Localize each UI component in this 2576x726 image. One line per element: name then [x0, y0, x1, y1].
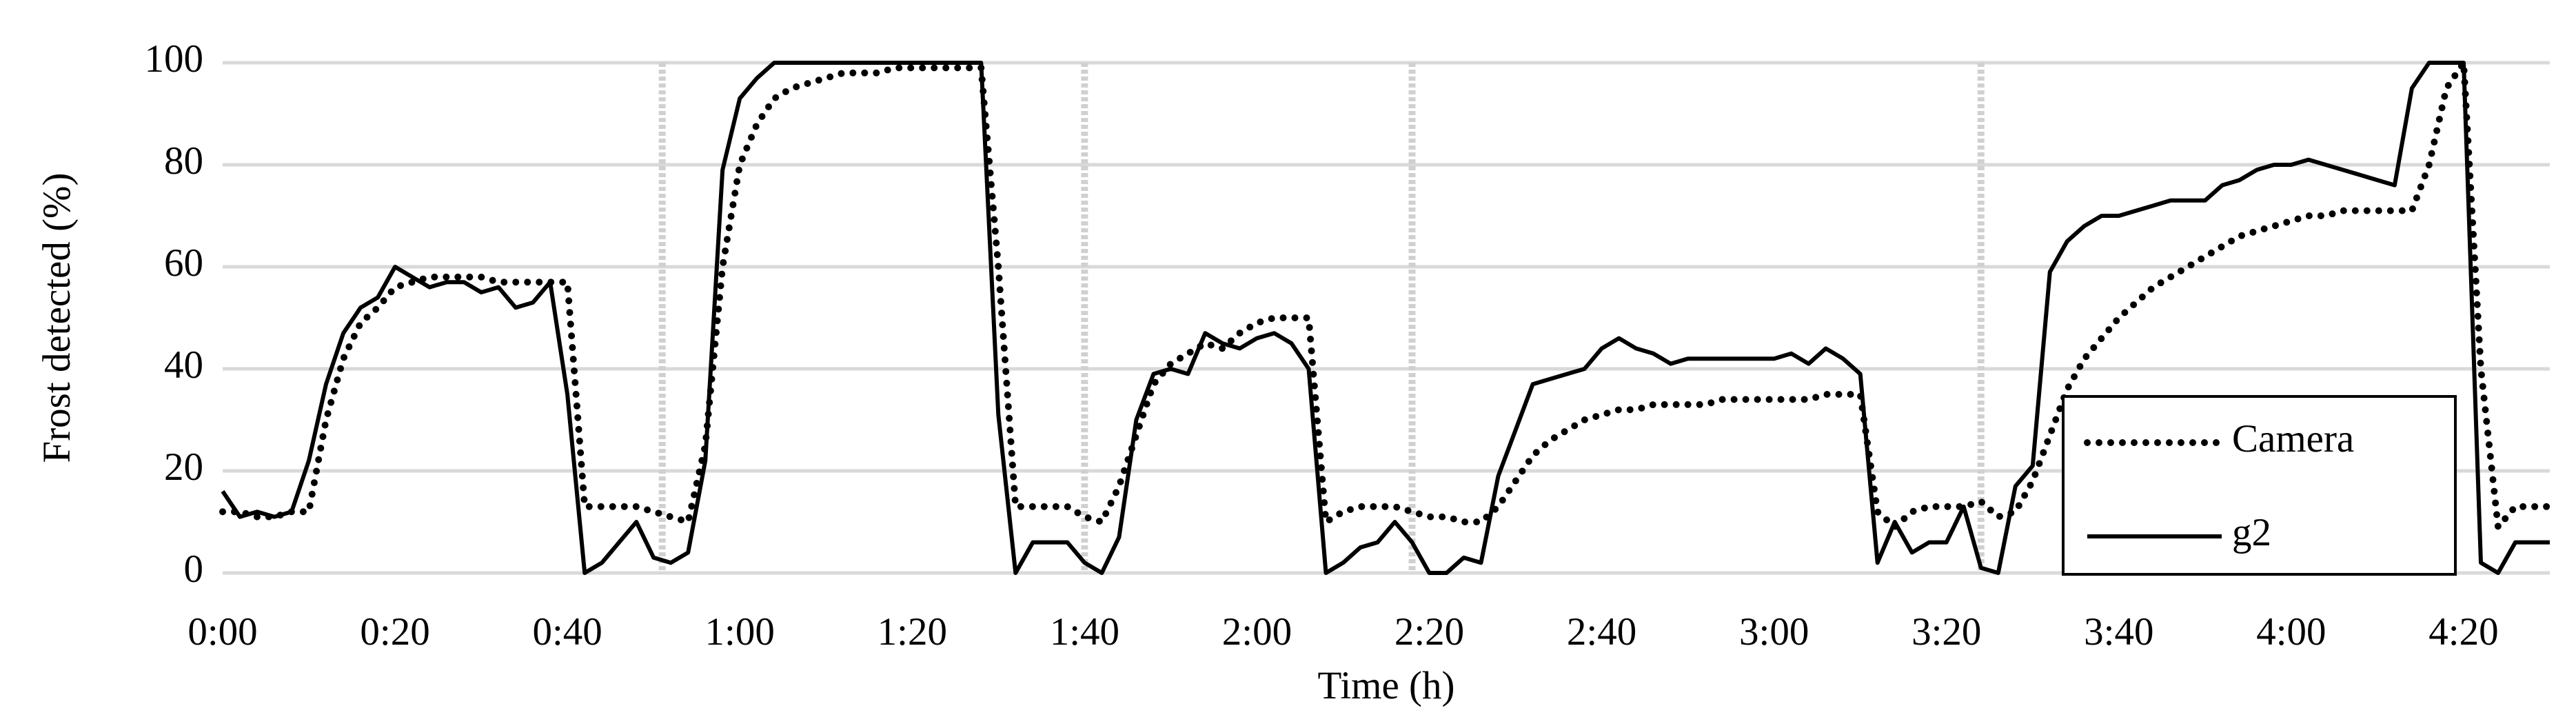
legend-label: g2	[2232, 511, 2271, 554]
series-line	[221, 61, 2550, 575]
x-tick-label: 3:40	[2084, 610, 2153, 654]
x-tick-label: 4:00	[2256, 610, 2326, 654]
x-tick-label: 2:40	[1567, 610, 1636, 654]
x-tick-label: 3:20	[1911, 610, 1981, 654]
x-axis-title: Time (h)	[1318, 664, 1455, 707]
x-tick-label: 0:40	[532, 610, 602, 654]
x-tick-label: 1:40	[1050, 610, 1119, 654]
y-tick-label: 0	[184, 547, 204, 591]
series-line	[219, 52, 2553, 536]
x-tick-label: 2:00	[1222, 610, 1292, 654]
x-tick-label: 1:00	[705, 610, 775, 654]
legend-label: Camera	[2232, 417, 2354, 461]
x-tick-label: 4:20	[2428, 610, 2498, 654]
x-tick-label: 0:20	[360, 610, 429, 654]
legend-box	[2062, 395, 2457, 576]
y-tick-label: 80	[164, 139, 203, 183]
x-tick-label: 1:20	[878, 610, 947, 654]
x-tick-label: 3:00	[1739, 610, 1809, 654]
x-tick-label: 2:20	[1395, 610, 1464, 654]
y-tick-label: 100	[145, 37, 204, 81]
y-tick-label: 60	[164, 241, 203, 285]
y-tick-label: 20	[164, 445, 203, 489]
y-tick-label: 40	[164, 343, 203, 387]
y-axis-title: Frost detected (%)	[35, 172, 79, 463]
x-tick-label: 0:00	[187, 610, 257, 654]
